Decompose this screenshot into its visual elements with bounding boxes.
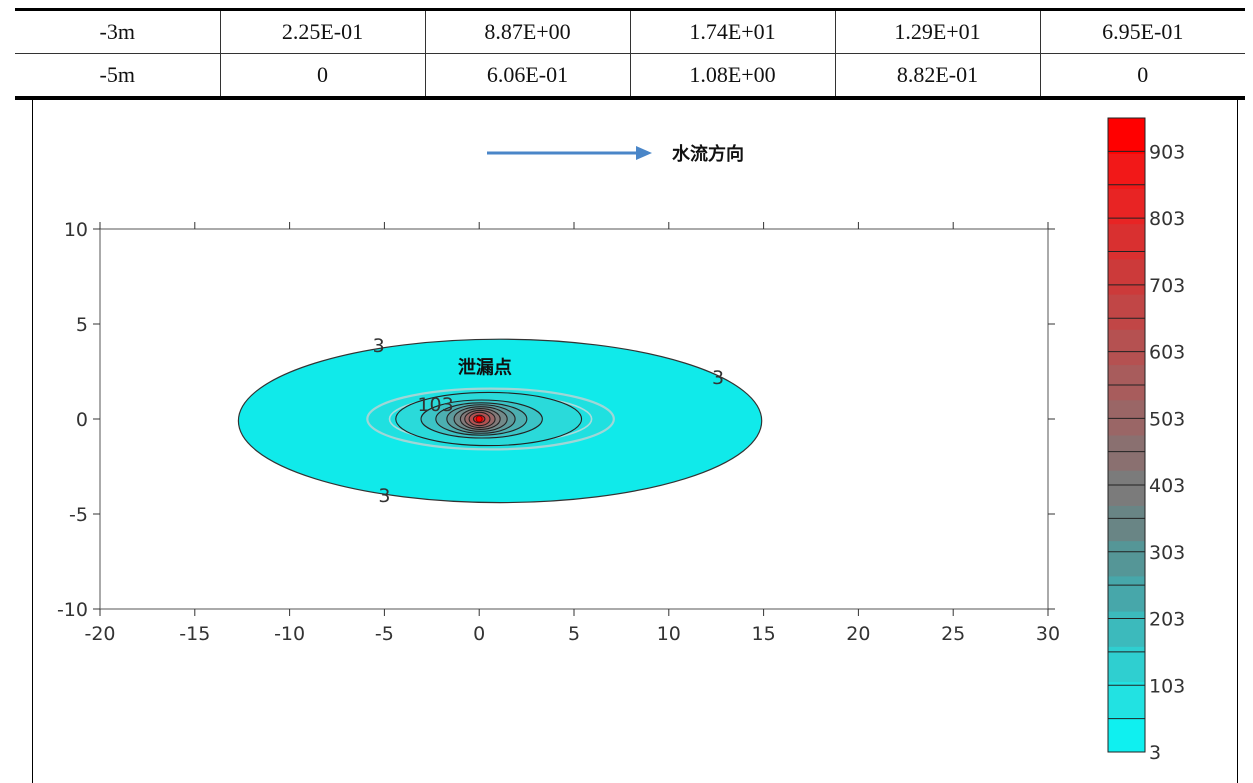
colorbar-segment <box>1108 575 1145 612</box>
colorbar: 3 103 203 303 403 503 603 703 803 903 <box>1107 117 1185 764</box>
colorbar-segment <box>1108 223 1145 260</box>
colorbar-segment <box>1108 399 1145 436</box>
x-tick-label: -20 <box>84 623 115 645</box>
table-row: -5m 0 6.06E-01 1.08E+00 8.82E-01 0 <box>15 53 1245 100</box>
colorbar-label: 503 <box>1149 408 1185 430</box>
table-cell: 0 <box>1039 53 1245 100</box>
x-tick-label: 30 <box>1036 623 1060 645</box>
colorbar-segment <box>1108 540 1145 577</box>
leak-point-label: 泄漏点 <box>458 357 512 379</box>
colorbar-label: 3 <box>1149 742 1161 764</box>
table-cell: 2.25E-01 <box>219 8 426 54</box>
colorbar-segment <box>1108 505 1145 542</box>
colorbar-segment <box>1108 364 1145 401</box>
colorbar-segment <box>1108 470 1145 506</box>
contour-label: 3 <box>373 335 385 357</box>
colorbar-label: 903 <box>1149 141 1185 163</box>
table-cell: 6.06E-01 <box>424 53 631 100</box>
x-tick-label: 5 <box>568 623 580 645</box>
x-tick-label: 10 <box>657 623 681 645</box>
table-cell: -3m <box>15 8 221 54</box>
x-tick-label: 20 <box>846 623 870 645</box>
colorbar-segment <box>1108 681 1145 718</box>
colorbar-segment <box>1108 118 1145 154</box>
y-tick-label: -5 <box>69 504 88 526</box>
table-cell: 1.08E+00 <box>629 53 836 100</box>
table-cell: 8.87E+00 <box>424 8 631 54</box>
colorbar-label: 303 <box>1149 542 1185 564</box>
contour-label: 3 <box>712 367 724 389</box>
colorbar-segment <box>1108 294 1145 330</box>
colorbar-label: 403 <box>1149 475 1185 497</box>
colorbar-segment <box>1108 716 1145 753</box>
y-tick-label: 5 <box>76 314 88 336</box>
colorbar-label: 603 <box>1149 342 1185 364</box>
table-row: -3m 2.25E-01 8.87E+00 1.74E+01 1.29E+01 6.95E… <box>15 8 1245 54</box>
table-cell: 0 <box>219 53 426 100</box>
annotations: 泄漏点 水流方向 <box>458 143 744 379</box>
colorbar-label: 803 <box>1149 208 1185 230</box>
colorbar-segment <box>1108 153 1145 189</box>
figure-frame <box>32 96 1238 783</box>
colorbar-segment <box>1108 258 1145 295</box>
x-tick-label: -15 <box>179 623 210 645</box>
x-tick-label: 15 <box>752 623 776 645</box>
colorbar-label: 703 <box>1149 275 1185 297</box>
colorbar-segment <box>1108 188 1145 225</box>
table-cell: 6.95E-01 <box>1039 8 1245 54</box>
table-cell: 1.74E+01 <box>629 8 836 54</box>
colorbar-segment <box>1108 435 1145 471</box>
concentration-table: -3m 2.25E-01 8.87E+00 1.74E+01 1.29E+01 6.95E… <box>15 8 1245 100</box>
flow-direction-label: 水流方向 <box>672 143 744 165</box>
table-cell: 1.29E+01 <box>834 8 1041 54</box>
colorbar-label: 103 <box>1149 675 1185 697</box>
y-tick-label: 0 <box>76 409 88 431</box>
source-point <box>475 415 483 423</box>
y-tick-label: 10 <box>64 219 88 241</box>
contour-label: 103 <box>417 394 453 416</box>
table-cell: -5m <box>15 53 221 100</box>
flow-arrow-head <box>636 146 652 160</box>
x-tick-label: 0 <box>473 623 485 645</box>
contour-label: 3 <box>378 485 390 507</box>
colorbar-label: 203 <box>1149 609 1185 631</box>
colorbar-segment <box>1108 611 1145 647</box>
y-tick-label: -10 <box>57 599 88 621</box>
x-tick-label: -10 <box>274 623 305 645</box>
x-tick-label: -5 <box>375 623 394 645</box>
table-cell: 8.82E-01 <box>834 53 1041 100</box>
x-tick-label: 25 <box>941 623 965 645</box>
colorbar-segment <box>1108 329 1145 366</box>
